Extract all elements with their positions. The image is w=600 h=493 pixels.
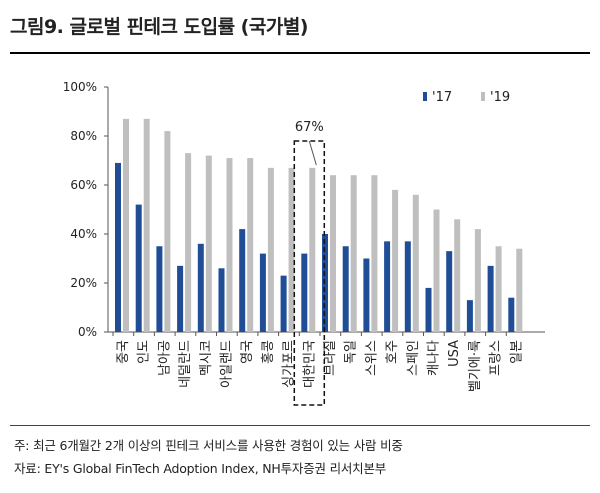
figure-title: 그림9. 글로벌 핀테크 도입률 (국가별) (10, 16, 309, 38)
bar-19 (247, 158, 254, 332)
x-tick-label: 영국 (240, 340, 255, 364)
x-tick-label: 스위스 (364, 340, 379, 376)
bar-19 (123, 118, 129, 332)
x-tick-label: 브라질 (323, 340, 338, 376)
x-tick-label: 프랑스 (489, 340, 504, 376)
x-tick-label: 싱가포르 (282, 340, 297, 388)
bar-17 (363, 258, 370, 332)
bar-17 (487, 265, 494, 332)
bar-19 (226, 158, 233, 332)
bar-17 (259, 253, 266, 332)
bar-19 (474, 229, 481, 332)
y-tick-label: 20% (70, 276, 97, 290)
y-tick-label: 0% (78, 325, 97, 339)
bar-17 (384, 241, 391, 332)
bar-19 (309, 167, 316, 332)
bar-19 (371, 175, 378, 332)
x-tick-label: 스페인 (406, 340, 421, 376)
legend-label: '17 (432, 90, 452, 105)
y-tick-label: 80% (70, 129, 97, 143)
x-tick-label: 네덜란드 (178, 340, 193, 388)
x-tick-label: USA (447, 340, 462, 367)
bar-19 (143, 118, 150, 332)
bar-chart: 0% 20% 40% 60% 80% 100% 중국 인도 남아공 네덜란드 멕시코 아일랜드 영국 홍콩… (63, 80, 545, 406)
legend-swatch (481, 92, 485, 101)
legend-swatch (423, 92, 427, 101)
bar-19 (205, 155, 212, 332)
footnote: 주: 최근 6개월간 2개 이상의 핀테크 서비스를 사용한 경험이 있는 사람… (14, 438, 403, 453)
footer-rule (10, 425, 590, 426)
x-tick-label: 홍콩 (261, 340, 276, 364)
bar-17 (218, 268, 225, 332)
y-tick-label: 60% (70, 178, 97, 192)
y-tick-label: 40% (70, 227, 97, 241)
bar-17 (239, 229, 246, 332)
bar-19 (433, 209, 440, 332)
bar-19 (350, 175, 357, 332)
bar-17 (197, 243, 204, 332)
highlight-pointer (308, 140, 317, 166)
highlight-box (293, 140, 326, 406)
bar-17 (466, 300, 473, 332)
title-rule (10, 52, 590, 54)
legend-label: '19 (490, 90, 510, 105)
x-tick-label: 멕시코 (199, 340, 214, 376)
x-tick-label: 대한민국 (302, 340, 317, 388)
bar-17 (342, 246, 349, 332)
bar-19 (164, 131, 171, 332)
source-note: 자료: EY's Global FinTech Adoption Index, … (14, 461, 387, 476)
bar-17 (404, 241, 411, 332)
bar-17 (280, 275, 287, 332)
bar-19 (454, 219, 461, 332)
bar-17 (446, 251, 453, 332)
bar-19 (412, 194, 419, 332)
highlight-label: 67% (295, 120, 324, 135)
bar-17 (301, 253, 308, 332)
bar-17 (177, 265, 184, 332)
bar-19 (330, 175, 336, 332)
bar-19 (516, 248, 523, 332)
x-tick-label: 일본 (509, 340, 524, 364)
bar-17 (508, 297, 515, 332)
bar-19 (267, 167, 274, 332)
x-tick-label: 벨기에·룩 (468, 340, 483, 392)
x-tick-label: 남아공 (157, 340, 172, 376)
bar-19 (288, 167, 295, 332)
bar-19 (392, 189, 399, 332)
bar-17 (115, 162, 121, 332)
x-tick-label: 아일랜드 (220, 340, 235, 388)
x-tick-label: 중국 (116, 340, 131, 364)
x-tick-label: 독일 (344, 340, 359, 364)
bar-17 (135, 204, 142, 332)
bar-17 (425, 287, 432, 332)
bar-19 (185, 153, 192, 332)
bar-17 (156, 246, 163, 332)
y-tick-label: 100% (63, 80, 97, 94)
x-tick-label: 캐나다 (427, 340, 442, 376)
x-tick-label: 호주 (385, 340, 400, 364)
x-tick-label: 인도 (137, 340, 152, 364)
bar-19 (495, 246, 502, 332)
